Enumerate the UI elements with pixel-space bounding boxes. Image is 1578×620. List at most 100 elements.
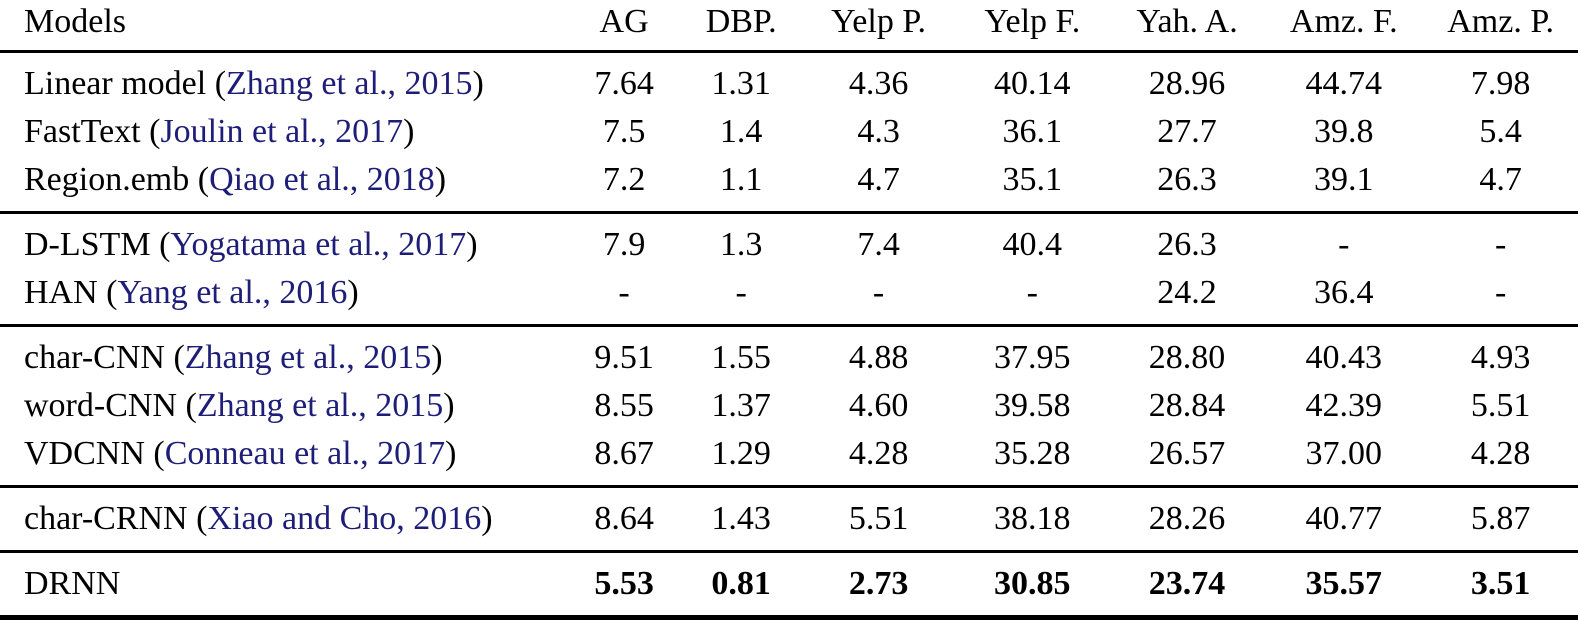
- value-cell: 1.55: [711, 339, 771, 376]
- value-cell: -: [1494, 274, 1507, 311]
- model-label: Region.emb: [24, 161, 190, 198]
- value-cell: 28.96: [1148, 65, 1226, 102]
- value-cell: -: [1026, 274, 1038, 311]
- table-row: FastText (Joulin et al., 2017) 7.5 1.4 4.3 3…: [0, 108, 1578, 156]
- value-cell: 39.1: [1314, 161, 1374, 198]
- value-cell: 5.51: [1470, 387, 1531, 424]
- model-label: FastText: [24, 113, 141, 150]
- model-label: HAN: [24, 274, 98, 311]
- value-cell: 27.7: [1157, 113, 1217, 150]
- value-cell: 8.64: [594, 500, 654, 537]
- table-row: DRNN 5.53 0.81 2.73 30.85 23.74 35.57 3.51: [0, 552, 1578, 618]
- value-cell: 28.26: [1148, 500, 1226, 537]
- value-cell: 42.39: [1305, 387, 1383, 424]
- value-cell: 4.60: [848, 387, 909, 424]
- header-row: Models AG DBP. Yelp P. Yelp F. Yah. A. Amz. F.…: [0, 0, 1578, 52]
- table-row: char-CRNN (Xiao and Cho, 2016) 8.64 1.43 5.…: [0, 487, 1578, 552]
- value-cell: 35.57: [1305, 565, 1383, 602]
- column-header-models: Models: [24, 3, 126, 40]
- value-cell: 36.4: [1314, 274, 1374, 311]
- column-header: Yelp F.: [984, 3, 1081, 40]
- value-cell: 4.7: [857, 161, 900, 198]
- value-cell: 40.43: [1305, 339, 1383, 376]
- table-row: Region.emb (Qiao et al., 2018) 7.2 1.1 4.7 3…: [0, 156, 1578, 213]
- value-cell: 37.95: [994, 339, 1071, 376]
- model-label: VDCNN: [24, 435, 145, 472]
- model-cell: DRNN: [0, 552, 568, 618]
- value-cell: 44.74: [1305, 65, 1383, 102]
- citation-link[interactable]: Yogatama et al., 2017: [170, 226, 467, 263]
- value-cell: 35.1: [1002, 161, 1063, 198]
- value-cell: 5.4: [1479, 113, 1522, 150]
- value-cell: 7.98: [1470, 65, 1531, 102]
- table-group: char-CRNN (Xiao and Cho, 2016) 8.64 1.43 5.…: [0, 486, 1578, 552]
- value-cell: 30.85: [994, 565, 1071, 602]
- value-cell: 4.88: [848, 339, 909, 376]
- table-row: VDCNN (Conneau et al., 2017) 8.67 1.29 4.28…: [0, 430, 1578, 487]
- table-group: D-LSTM (Yogatama et al., 2017) 7.9 1.3 7.4 4…: [0, 212, 1578, 326]
- value-cell: 40.4: [1002, 226, 1063, 263]
- value-cell: -: [1494, 226, 1507, 263]
- table-row: HAN (Yang et al., 2016) - - - - 24.2 36.4 -: [0, 269, 1578, 326]
- model-cell: VDCNN (Conneau et al., 2017): [24, 435, 457, 472]
- value-cell: 7.64: [594, 65, 654, 102]
- model-cell: Linear model (Zhang et al., 2015): [24, 65, 484, 102]
- value-cell: 39.58: [994, 387, 1071, 424]
- value-cell: 7.9: [602, 226, 646, 263]
- value-cell: 4.28: [1470, 435, 1531, 472]
- citation-link[interactable]: Zhang et al., 2015: [196, 387, 444, 424]
- value-cell: 28.80: [1148, 339, 1226, 376]
- model-cell: char-CNN (Zhang et al., 2015): [24, 339, 443, 376]
- model-cell: HAN (Yang et al., 2016): [24, 274, 359, 311]
- citation-link[interactable]: Zhang et al., 2015: [226, 65, 473, 102]
- value-cell: 8.67: [594, 435, 654, 472]
- value-cell: 5.51: [848, 500, 909, 537]
- value-cell: 7.5: [602, 113, 646, 150]
- model-cell: word-CNN (Zhang et al., 2015): [24, 387, 455, 424]
- value-cell: -: [872, 274, 885, 311]
- value-cell: -: [1338, 226, 1350, 263]
- column-header: Yelp P.: [831, 3, 926, 40]
- model-cell: char-CRNN (Xiao and Cho, 2016): [24, 500, 493, 537]
- value-cell: 1.29: [711, 435, 771, 472]
- value-cell: 40.77: [1305, 500, 1383, 537]
- value-cell: -: [618, 274, 630, 311]
- table-group: Linear model (Zhang et al., 2015) 7.64 1.3…: [0, 52, 1578, 213]
- model-cell: D-LSTM (Yogatama et al., 2017): [24, 226, 478, 263]
- value-cell: 26.3: [1157, 161, 1217, 198]
- table-row: D-LSTM (Yogatama et al., 2017) 7.9 1.3 7.4 4…: [0, 213, 1578, 270]
- column-header: Amz. F.: [1289, 3, 1398, 40]
- value-cell: 26.3: [1157, 226, 1217, 263]
- value-cell: 39.8: [1314, 113, 1374, 150]
- value-cell: 37.00: [1305, 435, 1383, 472]
- value-cell: 1.31: [711, 65, 771, 102]
- citation-link[interactable]: Conneau et al., 2017: [164, 435, 446, 472]
- value-cell: 1.4: [719, 113, 763, 150]
- column-header: AG: [599, 3, 649, 40]
- value-cell: 38.18: [994, 500, 1071, 537]
- model-label: D-LSTM: [24, 226, 151, 263]
- citation-link[interactable]: Qiao et al., 2018: [209, 161, 435, 198]
- value-cell: 7.2: [602, 161, 646, 198]
- model-label: char-CRNN: [24, 500, 188, 537]
- citation-link[interactable]: Xiao and Cho, 2016: [207, 500, 482, 537]
- value-cell: 7.4: [857, 226, 900, 263]
- value-cell: 4.7: [1479, 161, 1522, 198]
- model-cell: FastText (Joulin et al., 2017): [24, 113, 415, 150]
- citation-link[interactable]: Zhang et al., 2015: [184, 339, 432, 376]
- value-cell: 3.51: [1470, 565, 1531, 602]
- model-label: char-CNN: [24, 339, 165, 376]
- value-cell: 4.36: [848, 65, 909, 102]
- model-label: word-CNN: [24, 387, 177, 424]
- value-cell: 35.28: [994, 435, 1071, 472]
- value-cell: 8.55: [594, 387, 654, 424]
- table-group: char-CNN (Zhang et al., 2015) 9.51 1.55 4.8…: [0, 325, 1578, 487]
- value-cell: 1.1: [719, 161, 763, 198]
- citation-link[interactable]: Joulin et al., 2017: [160, 113, 404, 150]
- value-cell: 9.51: [594, 339, 654, 376]
- value-cell: 1.43: [711, 500, 771, 537]
- citation-link[interactable]: Yang et al., 2016: [117, 274, 348, 311]
- table-row: word-CNN (Zhang et al., 2015) 8.55 1.37 4.6…: [0, 382, 1578, 430]
- column-header: Amz. P.: [1447, 3, 1554, 40]
